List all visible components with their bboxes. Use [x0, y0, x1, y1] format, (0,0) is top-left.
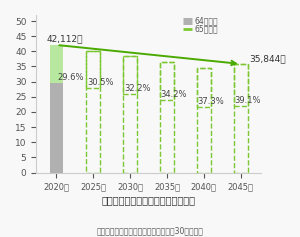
- Bar: [197, 68, 211, 107]
- Text: 37.3%: 37.3%: [198, 97, 224, 106]
- Text: 35,844人: 35,844人: [249, 54, 285, 63]
- Text: 42,112人: 42,112人: [46, 34, 83, 43]
- Text: 『日本の地域別将来推計人口』（平成30年推計）: 『日本の地域別将来推計人口』（平成30年推計）: [97, 227, 203, 236]
- Bar: [86, 51, 100, 88]
- Text: 39.1%: 39.1%: [234, 96, 261, 105]
- Bar: [160, 62, 174, 173]
- Bar: [50, 83, 63, 173]
- Text: 64歳以下: 64歳以下: [195, 16, 218, 25]
- X-axis label: 平城・相楽ニュータウンの将来人口: 平城・相楽ニュータウンの将来人口: [102, 196, 196, 205]
- Text: 32.2%: 32.2%: [124, 84, 150, 93]
- Text: 29.6%: 29.6%: [58, 73, 84, 82]
- Text: 65歳以上: 65歳以上: [195, 25, 218, 34]
- Bar: [123, 56, 137, 173]
- Bar: [50, 45, 63, 83]
- Bar: [234, 64, 248, 106]
- Text: 30.5%: 30.5%: [87, 78, 114, 87]
- Bar: [123, 56, 137, 94]
- Bar: [234, 64, 248, 173]
- Bar: [86, 51, 100, 173]
- Text: 34.2%: 34.2%: [161, 90, 187, 99]
- Bar: [160, 62, 174, 100]
- Bar: [197, 68, 211, 173]
